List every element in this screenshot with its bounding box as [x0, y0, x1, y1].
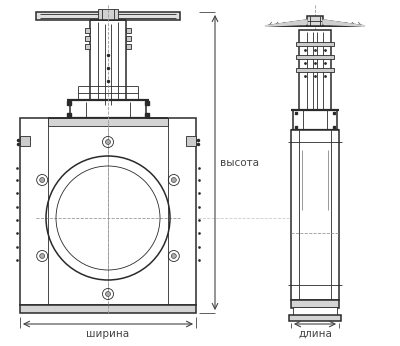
Bar [85, 44, 90, 49]
Bar [293, 110, 337, 130]
Circle shape [40, 254, 45, 258]
Bar [293, 307, 337, 315]
Circle shape [171, 254, 176, 258]
Polygon shape [265, 20, 307, 26]
Bar [126, 36, 131, 41]
Circle shape [40, 177, 45, 182]
Bar [289, 315, 341, 321]
Bar [307, 16, 323, 26]
Bar [295, 300, 335, 308]
Bar [85, 36, 90, 41]
Text: ширина: ширина [86, 329, 130, 339]
Bar [296, 55, 334, 59]
Circle shape [171, 177, 176, 182]
Bar [20, 118, 196, 305]
Bar [98, 9, 118, 20]
Bar [296, 68, 334, 72]
Bar [48, 118, 168, 126]
Bar [36, 12, 180, 20]
Bar [20, 305, 196, 313]
Bar [85, 28, 90, 33]
Bar [291, 130, 339, 300]
Circle shape [106, 139, 110, 145]
Bar [186, 136, 196, 146]
Text: длина: длина [298, 329, 332, 339]
Text: высота: высота [220, 157, 259, 167]
Bar [20, 136, 30, 146]
Bar [299, 30, 331, 110]
Bar [291, 300, 339, 308]
Bar [126, 44, 131, 49]
Polygon shape [323, 20, 365, 26]
Bar [296, 42, 334, 46]
Bar [126, 28, 131, 33]
Circle shape [106, 291, 110, 297]
